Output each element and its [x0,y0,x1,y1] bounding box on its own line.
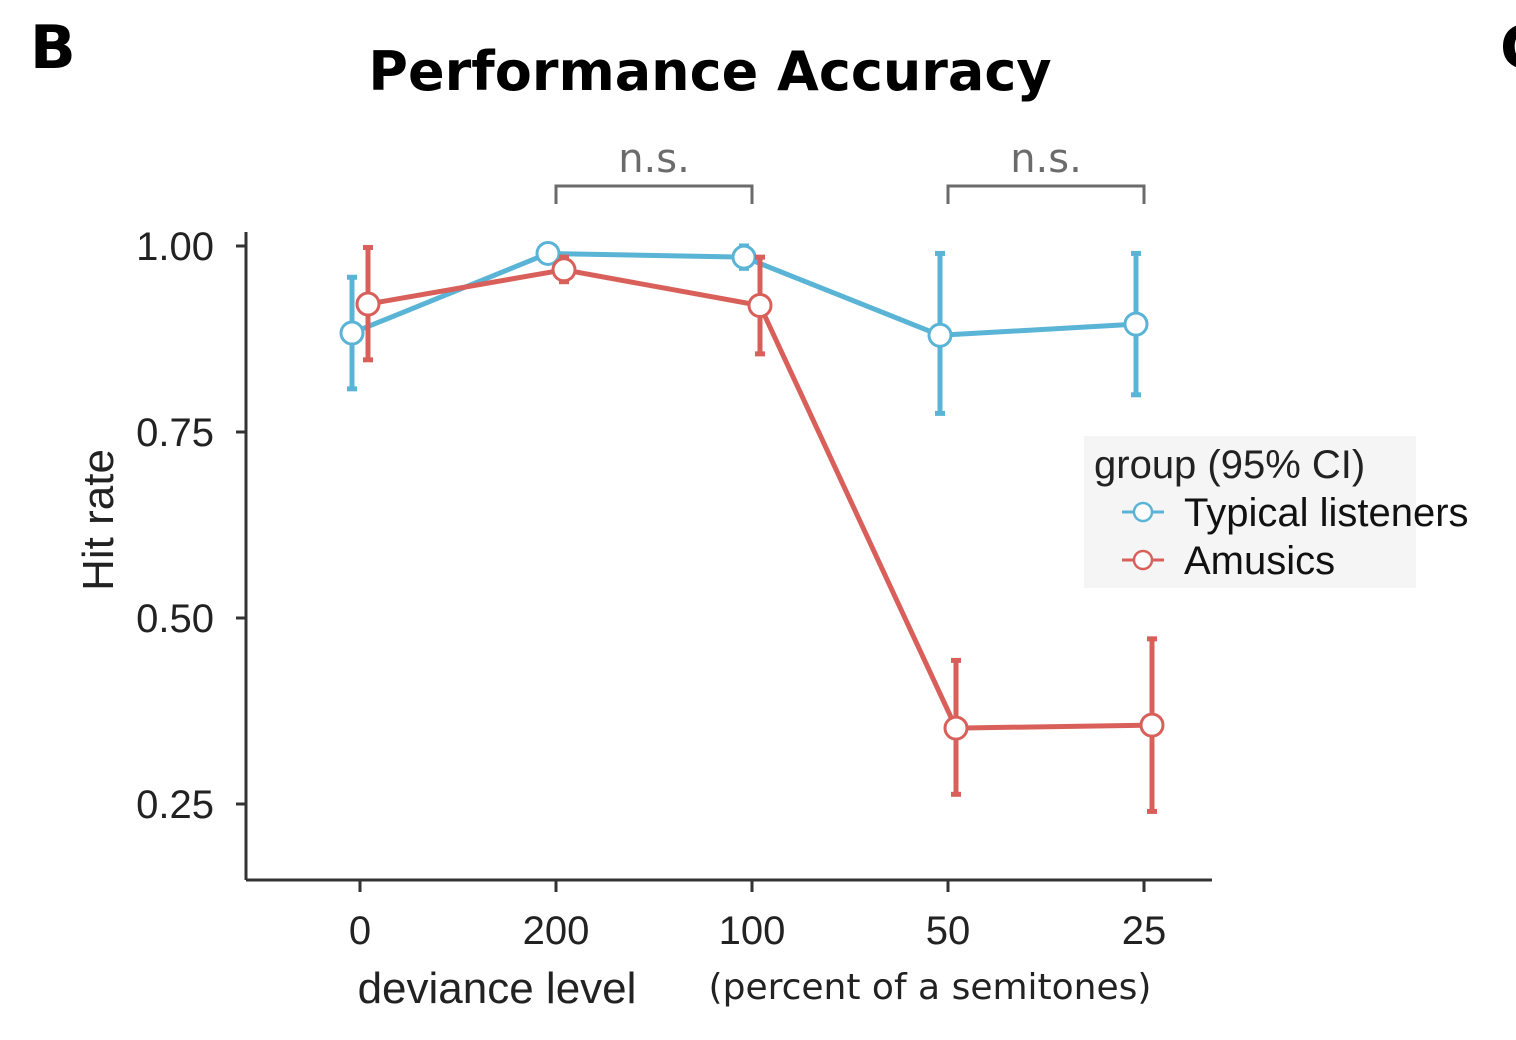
data-point [927,322,953,348]
legend-item: Amusics [1122,539,1335,583]
data-point [1123,311,1149,337]
legend-label: Amusics [1184,539,1335,583]
data-point [1139,712,1165,738]
data-point [355,291,381,317]
significance-bracket [946,184,1146,204]
data-series [339,240,1165,814]
data-point [731,244,757,270]
series-typical-listeners [339,240,1149,416]
legend-swatch-marker [1132,549,1154,571]
data-point [551,257,577,283]
y-ticks: 0.25 0.50 0.75 1.00 [136,225,246,827]
x-axis-label: deviance level [358,964,637,1013]
legend-item: Typical listeners [1122,491,1469,535]
data-point [747,293,773,319]
data-point [535,240,561,266]
axes [244,232,1212,882]
x-tick-label: 200 [523,909,590,953]
x-tick-label: 50 [926,909,971,953]
series-amusics [355,244,1165,814]
y-tick-label: 0.25 [136,783,214,827]
x-tick-label: 100 [719,909,786,953]
significance-annotations: n.s. n.s. [554,136,1146,204]
data-point [943,715,969,741]
legend-swatch-marker [1132,501,1154,523]
chart-title: Performance Accuracy [368,40,1051,103]
y-tick-label: 0.75 [136,411,214,455]
x-tick-label: 25 [1122,909,1167,953]
panel-label: B [30,13,76,83]
legend-title: group (95% CI) [1094,443,1365,487]
legend-label: Typical listeners [1184,491,1469,535]
significance-label: n.s. [618,136,690,182]
significance-bracket [554,184,754,204]
x-ticks: 0 200 100 50 25 [349,880,1166,953]
x-tick-label: 0 [349,909,371,953]
significance-label: n.s. [1010,136,1082,182]
data-point [339,320,365,346]
next-panel-label: C [1500,13,1516,83]
y-axis-label: Hit rate [74,449,123,591]
x-axis-sublabel: (percent of a semitones) [709,967,1152,1008]
y-tick-label: 0.50 [136,597,214,641]
y-tick-label: 1.00 [136,225,214,269]
